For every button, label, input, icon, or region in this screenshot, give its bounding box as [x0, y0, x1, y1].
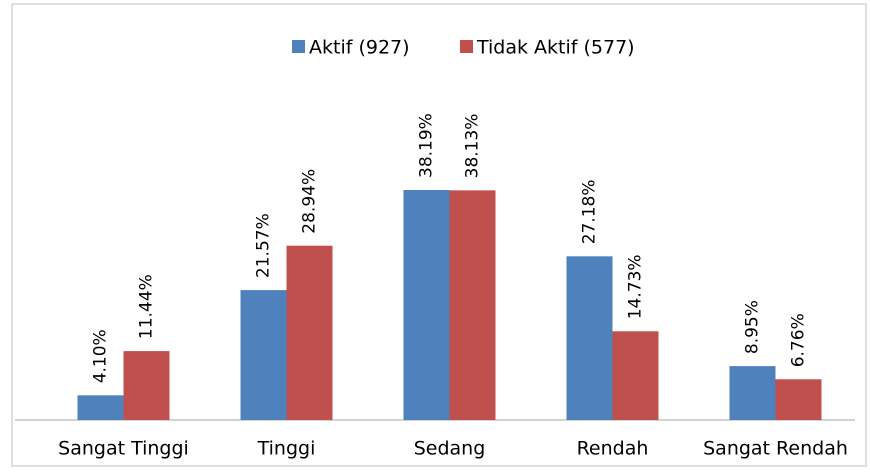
value-label: 38.13% — [463, 114, 483, 179]
x-tick-label: Sangat Rendah — [703, 438, 848, 460]
value-label: 38.19% — [417, 113, 437, 178]
value-label: 27.18% — [580, 179, 600, 244]
bar — [449, 190, 496, 420]
value-label: 6.76% — [789, 313, 809, 367]
x-tick-label: Rendah — [577, 438, 649, 460]
bar — [403, 190, 450, 420]
value-label: 28.94% — [300, 169, 320, 234]
bar — [77, 395, 124, 420]
legend-swatch — [460, 40, 473, 53]
legend-label: Aktif (927) — [309, 37, 410, 59]
value-label: 21.57% — [254, 213, 274, 278]
bar — [566, 256, 613, 420]
legend-label: Tidak Aktif (577) — [476, 37, 635, 59]
bar — [612, 331, 659, 420]
value-label: 8.95% — [743, 300, 763, 354]
bar — [729, 366, 776, 420]
x-tick-label: Sedang — [414, 438, 486, 460]
x-tick-label: Tinggi — [257, 438, 316, 460]
value-label: 11.44% — [137, 274, 157, 339]
bar — [123, 351, 170, 420]
legend-swatch — [292, 40, 305, 53]
bar — [286, 245, 333, 420]
bar — [775, 379, 822, 420]
value-label: 4.10% — [91, 329, 111, 383]
value-label: 14.73% — [626, 254, 646, 319]
x-tick-label: Sangat Tinggi — [58, 438, 189, 460]
bar — [240, 290, 287, 420]
